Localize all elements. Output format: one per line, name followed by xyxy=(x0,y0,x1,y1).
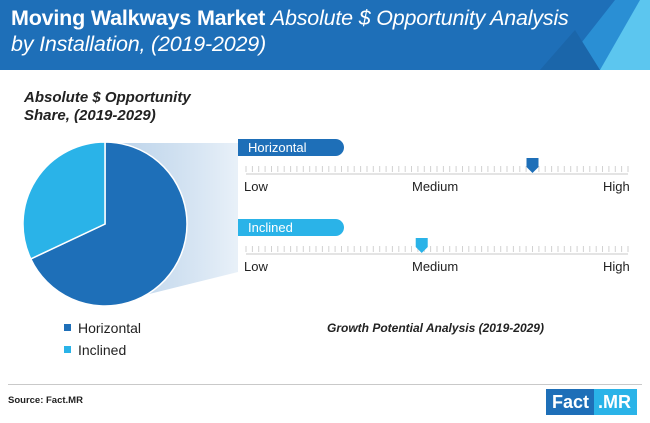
header-banner: Moving Walkways Market Absolute $ Opport… xyxy=(0,0,650,70)
source-text: Source: Fact.MR xyxy=(8,395,83,406)
pie-slice-inclined xyxy=(22,141,106,260)
scale-marker-inclined xyxy=(415,238,428,253)
scale-marker-horizontal xyxy=(526,158,539,173)
title-bold: Moving Walkways Market xyxy=(11,6,266,30)
title-italic: Absolute $ Opportunity Analysis by Insta… xyxy=(11,6,569,56)
legend-swatch-inclined xyxy=(64,346,71,353)
factmr-logo: Fact .MR xyxy=(546,389,638,415)
growth-title: Growth Potential Analysis (2019-2029) xyxy=(327,321,544,335)
pie-slice-horizontal xyxy=(29,141,188,307)
scale-label-inclined-text: Inclined xyxy=(248,220,293,235)
legend-label-horizontal: Horizontal xyxy=(78,320,142,336)
scale2-low-label: Low xyxy=(244,259,268,274)
legend-swatch-horizontal xyxy=(64,324,71,331)
pie-title-line1: Absolute $ Opportunity xyxy=(24,89,191,106)
scale1-low-label: Low xyxy=(244,179,268,194)
scale-label-horizontal: Horizontal xyxy=(238,139,344,156)
growth-scales xyxy=(245,158,629,255)
scale1-high-label: High xyxy=(603,179,630,194)
scale1-medium-label: Medium xyxy=(412,179,459,194)
page-title: Moving Walkways Market Absolute $ Opport… xyxy=(11,5,571,57)
logo-part1: Fact xyxy=(546,389,595,415)
footer-divider xyxy=(8,384,642,385)
scale2-high-label: High xyxy=(603,259,630,274)
scale2-medium-label: Medium xyxy=(412,259,459,274)
pie-chart xyxy=(22,141,188,307)
legend-item-inclined: Inclined xyxy=(64,340,141,362)
scale-label-inclined: Inclined xyxy=(238,219,344,236)
logo-part2: .MR xyxy=(594,389,638,415)
header-decoration xyxy=(540,0,650,70)
pie-legend: Horizontal Inclined xyxy=(64,318,141,362)
legend-item-horizontal: Horizontal xyxy=(64,318,141,340)
legend-label-inclined: Inclined xyxy=(78,342,127,358)
scale-label-horizontal-text: Horizontal xyxy=(248,140,307,155)
pie-title-line2: Share, (2019-2029) xyxy=(24,107,156,124)
pie-title: Absolute $ Opportunity Share, (2019-2029… xyxy=(24,89,191,125)
